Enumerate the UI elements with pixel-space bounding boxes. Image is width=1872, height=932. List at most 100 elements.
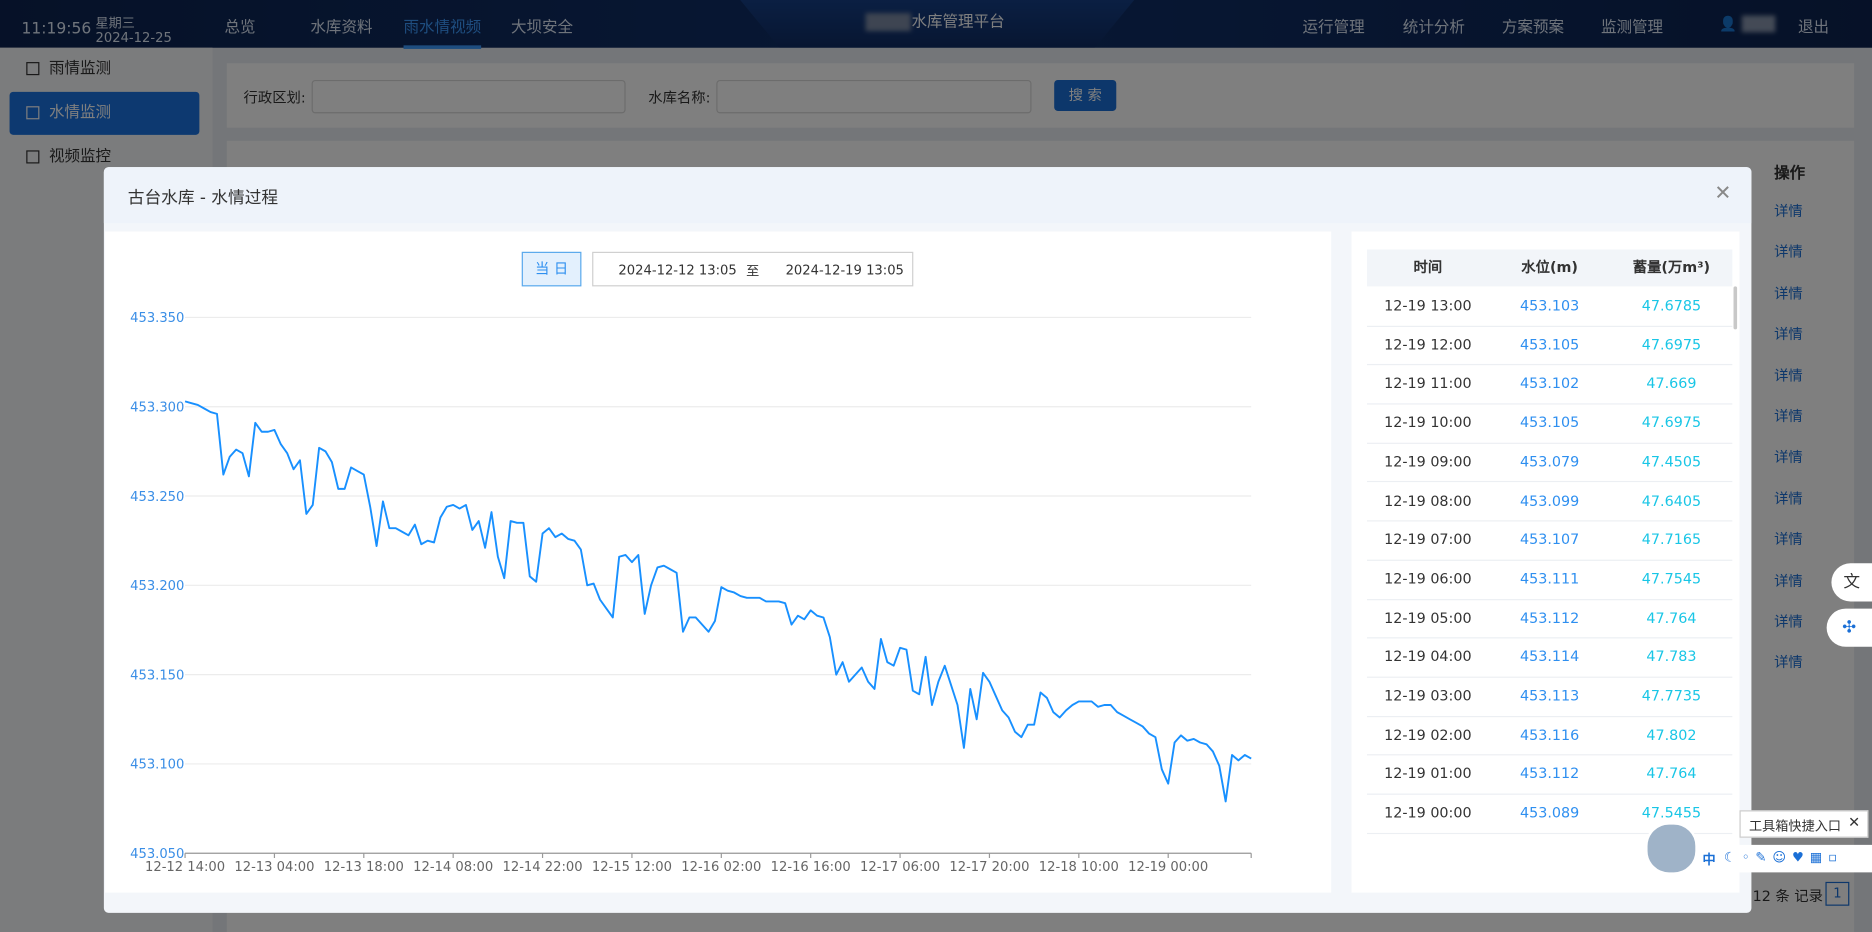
toolbar-icons[interactable]: ☾◦✎☺♥▦▫ — [1723, 849, 1844, 866]
table-row: 12-19 06:00 453.111 47.7545 — [1366, 560, 1733, 600]
table-panel: 时间 水位(m) 蓄量(万m³) 12-19 13:00 453.103 47.6785 1… — [1351, 231, 1740, 893]
chart: 453.050 453.100 453.150 453.200 453.250 453.3… — [130, 311, 1252, 875]
table-cell: 453.102 — [1520, 375, 1580, 392]
table-cell: 453.105 — [1520, 336, 1580, 353]
table-cell: 47.4505 — [1641, 453, 1702, 470]
y-tick-label: 453.050 — [130, 847, 184, 862]
table-cell: 453.105 — [1520, 414, 1580, 431]
x-tick-label: 12-13 18:00 — [324, 860, 404, 875]
table-cell: 47.764 — [1646, 765, 1697, 783]
table-cell: 12-19 09:00 — [1384, 453, 1472, 470]
column-header: 时间 — [1413, 258, 1443, 276]
x-tick-label: 12-19 00:00 — [1128, 860, 1208, 875]
y-tick-label: 453.100 — [130, 758, 184, 773]
toolbar: 中 ☾◦✎☺♥▦▫ — [1683, 844, 1872, 873]
today-button[interactable]: 当 日 — [521, 251, 582, 287]
table-row: 12-19 01:00 453.112 47.764 — [1366, 755, 1733, 795]
table-cell: 12-19 05:00 — [1384, 609, 1472, 627]
table-cell: 47.7735 — [1641, 687, 1702, 705]
table-row: 12-19 09:00 453.079 47.4505 — [1366, 442, 1733, 483]
x-tick-label: 12-17 06:00 — [860, 860, 940, 875]
table-row: 12-19 03:00 453.113 47.7735 — [1366, 677, 1733, 717]
table-cell: 453.079 — [1520, 453, 1580, 470]
table-cell: 47.764 — [1646, 609, 1697, 627]
x-tick-label: 12-16 02:00 — [681, 860, 761, 875]
table-cell: 12-19 02:00 — [1384, 726, 1472, 744]
table-cell: 47.6975 — [1641, 336, 1702, 353]
x-tick-label: 12-17 20:00 — [949, 860, 1029, 875]
table-row: 12-19 08:00 453.099 47.6405 — [1366, 482, 1733, 522]
table-row: 12-19 10:00 453.105 47.6975 — [1366, 403, 1733, 444]
table-cell: 12-19 07:00 — [1384, 531, 1472, 548]
end-date: 2024-12-19 13:05 — [785, 262, 904, 279]
assistant-avatar[interactable] — [1645, 822, 1698, 875]
table-cell: 12-19 04:00 — [1384, 648, 1472, 666]
modal-header: 古台水库 - 水情过程 ✕ — [103, 167, 1752, 224]
table-cell: 12-19 10:00 — [1384, 414, 1472, 431]
x-tick-label: 12-14 22:00 — [503, 860, 583, 875]
table-row: 12-19 00:00 453.089 47.5455 — [1366, 794, 1733, 834]
tooltip-text: 工具箱快捷入口 — [1749, 818, 1841, 835]
close-button[interactable]: ✕ — [1714, 181, 1732, 206]
range-separator: 至 — [746, 263, 760, 280]
table-cell: 453.112 — [1520, 765, 1580, 783]
table-cell: 47.6785 — [1641, 297, 1702, 314]
table-row: 12-19 12:00 453.105 47.6975 — [1366, 325, 1733, 366]
modal: 古台水库 - 水情过程 ✕ 当 日 2024-12-12 13:05 至 202… — [103, 167, 1752, 913]
table-header: 时间 水位(m) 蓄量(万m³) — [1366, 249, 1733, 287]
table-cell: 453.089 — [1520, 804, 1580, 822]
scrollbar — [1733, 286, 1738, 330]
x-tick-label: 12-15 12:00 — [592, 860, 672, 875]
table-cell: 453.103 — [1520, 297, 1580, 314]
table-cell: 453.116 — [1520, 726, 1580, 744]
date-range[interactable]: 2024-12-12 13:05 至 2024-12-19 13:05 — [592, 251, 914, 287]
table-cell: 453.113 — [1520, 687, 1580, 705]
table-row: 12-19 13:00 453.103 47.6785 — [1366, 286, 1733, 327]
modal-title: 古台水库 - 水情过程 — [127, 188, 279, 208]
table-cell: 12-19 00:00 — [1384, 804, 1472, 822]
y-tick-label: 453.300 — [130, 401, 184, 416]
table-cell: 47.669 — [1646, 375, 1697, 392]
table-cell: 453.099 — [1520, 492, 1580, 509]
x-tick-label: 12-16 16:00 — [771, 860, 851, 875]
x-tick-label: 12-12 14:00 — [145, 860, 225, 875]
x-tick-label: 12-14 08:00 — [413, 860, 493, 875]
table-cell: 47.7545 — [1641, 570, 1702, 587]
y-tick-label: 453.200 — [130, 579, 184, 594]
tooltip-close[interactable]: ✕ — [1848, 813, 1861, 831]
table-cell: 453.111 — [1520, 570, 1580, 587]
table-cell: 12-19 12:00 — [1384, 336, 1472, 353]
table-cell: 453.107 — [1520, 531, 1580, 548]
translate-button[interactable]: 文 — [1831, 563, 1872, 602]
table-cell: 12-19 11:00 — [1384, 375, 1472, 392]
table-cell: 453.114 — [1520, 648, 1580, 666]
table-cell: 47.802 — [1646, 726, 1697, 744]
table-row: 12-19 11:00 453.102 47.669 — [1366, 364, 1733, 405]
lang-toggle[interactable]: 中 — [1702, 852, 1716, 868]
column-header: 水位(m) — [1521, 258, 1578, 276]
water-level-line — [184, 400, 1252, 803]
x-tick-label: 12-13 04:00 — [234, 860, 314, 875]
table-cell: 12-19 03:00 — [1384, 687, 1472, 705]
table-cell: 47.5455 — [1641, 804, 1702, 822]
table-cell: 12-19 13:00 — [1384, 297, 1472, 314]
table-cell: 47.6975 — [1641, 414, 1702, 431]
table-row: 12-19 04:00 453.114 47.783 — [1366, 638, 1733, 678]
table-row: 12-19 05:00 453.112 47.764 — [1366, 599, 1733, 639]
chart-panel: 当 日 2024-12-12 13:05 至 2024-12-19 13:05 … — [105, 231, 1332, 893]
table-cell: 47.7165 — [1641, 531, 1702, 548]
table-cell: 12-19 01:00 — [1384, 765, 1472, 783]
network-button[interactable]: ✣ — [1826, 608, 1872, 647]
y-tick-label: 453.350 — [130, 311, 184, 326]
table-cell: 47.783 — [1646, 648, 1697, 666]
y-tick-label: 453.150 — [130, 668, 184, 683]
table-cell: 12-19 06:00 — [1384, 570, 1472, 587]
start-date: 2024-12-12 13:05 — [618, 262, 737, 279]
y-tick-label: 453.250 — [130, 490, 184, 505]
column-header: 蓄量(万m³) — [1632, 258, 1711, 276]
toolbox-tooltip: 工具箱快捷入口 ✕ — [1739, 810, 1869, 838]
data-table: 时间 水位(m) 蓄量(万m³) 12-19 13:00 453.103 47.6785 1… — [1366, 249, 1737, 834]
table-cell: 47.6405 — [1641, 492, 1702, 509]
